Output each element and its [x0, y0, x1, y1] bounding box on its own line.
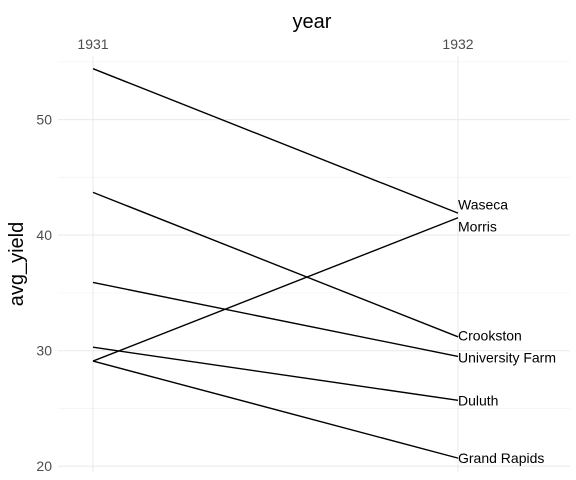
series-labels: Waseca Morris Crookston University Farm Dulu…	[458, 196, 556, 466]
series-label: Grand Rapids	[458, 450, 544, 466]
series-line	[92, 281, 459, 358]
tick-labels: 20 30 40 50 1931 1932	[36, 36, 473, 474]
series-line	[92, 217, 459, 362]
y-tick-label: 40	[36, 227, 52, 243]
series-line	[92, 68, 459, 214]
x-tick-label: 1932	[442, 36, 473, 52]
series-label: Duluth	[458, 392, 498, 408]
series-lines	[92, 68, 459, 459]
x-axis-title: year	[293, 11, 332, 33]
x-tick-label: 1931	[77, 36, 108, 52]
series-label: University Farm	[458, 350, 556, 366]
y-tick-label: 50	[36, 112, 52, 128]
y-tick-label: 30	[36, 343, 52, 359]
series-label: Waseca	[458, 196, 508, 212]
y-tick-label: 20	[36, 458, 52, 474]
series-line	[92, 360, 459, 459]
y-axis-title: avg_yield	[6, 222, 28, 307]
gridlines	[58, 56, 570, 472]
series-label: Morris	[458, 218, 497, 234]
series-label: Crookston	[458, 328, 522, 344]
series-line	[92, 191, 459, 338]
series-line	[92, 346, 459, 402]
